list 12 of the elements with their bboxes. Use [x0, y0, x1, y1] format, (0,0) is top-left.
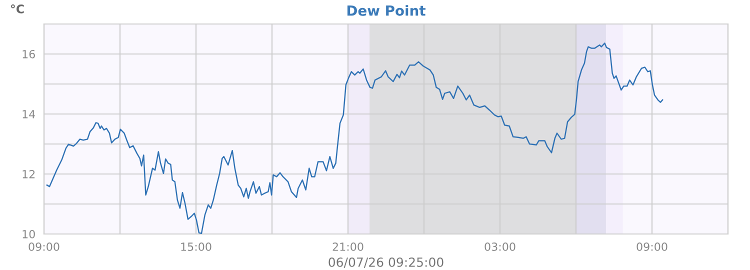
chart-title: Dew Point	[347, 5, 426, 16]
x-tick-label: 09:00	[636, 242, 668, 251]
y-tick-label: 16	[22, 50, 35, 58]
y-axis-title: °C	[11, 4, 24, 14]
x-tick-label: 09:00	[28, 242, 60, 251]
x-tick-label: 21:00	[332, 242, 364, 251]
y-tick-label: 12	[22, 170, 35, 178]
y-tick-label: 10	[22, 230, 35, 238]
x-tick-label: 03:00	[484, 242, 516, 251]
x-axis-title: 06/07/26 09:25:00	[328, 257, 444, 268]
x-tick-label: 15:00	[181, 242, 212, 251]
y-tick-label: 14	[22, 110, 36, 118]
